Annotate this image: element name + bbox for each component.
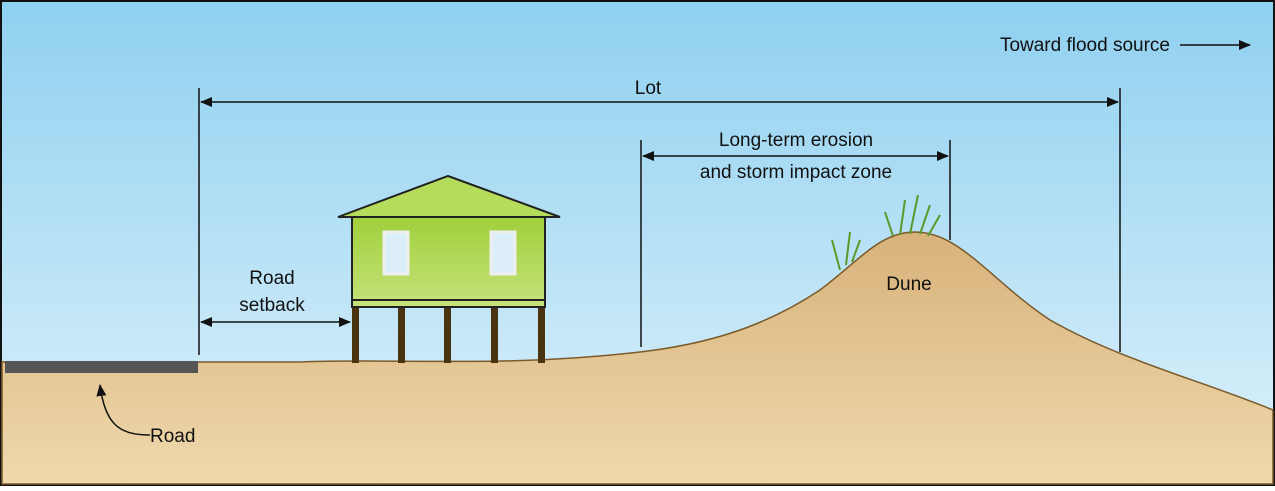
road-surface	[5, 361, 198, 373]
dimension-lines	[96, 40, 1251, 436]
setback-label: Road	[249, 268, 294, 289]
flood-source-label: Toward flood source	[1000, 35, 1170, 56]
dune-label: Dune	[886, 274, 931, 295]
erosion-label: Long-term erosion	[719, 130, 873, 151]
setback-label: setback	[239, 295, 305, 316]
lot-label: Lot	[635, 78, 662, 99]
road-label: Road	[150, 426, 195, 447]
erosion-label: and storm impact zone	[700, 162, 892, 183]
ground	[1, 231, 1274, 485]
house	[337, 174, 561, 363]
dune-grass	[831, 194, 941, 271]
